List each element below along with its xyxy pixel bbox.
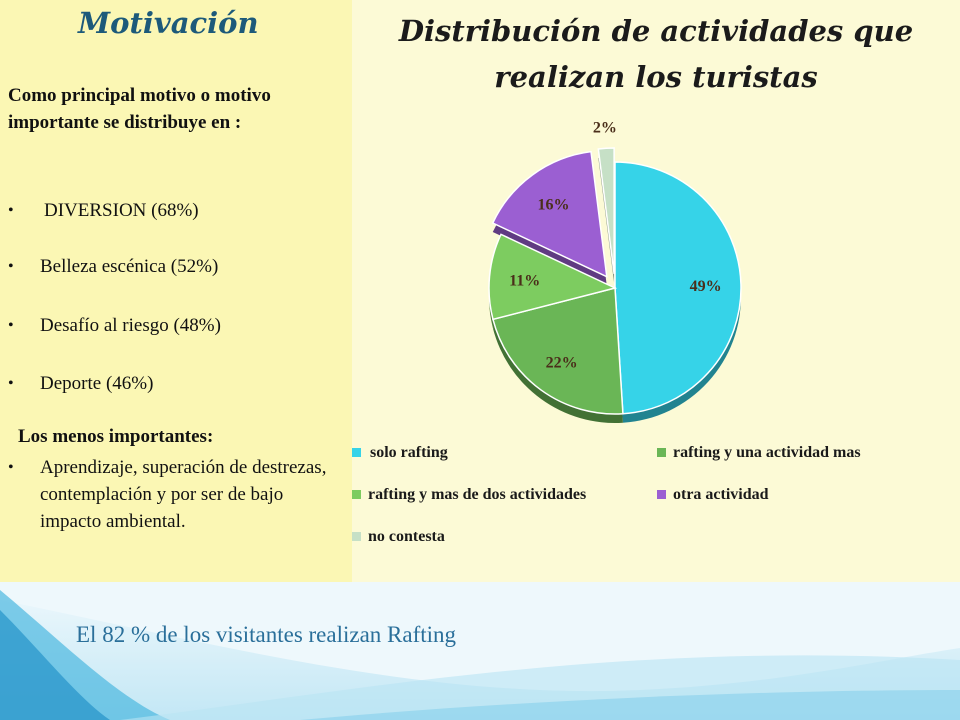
pie-slice xyxy=(597,147,615,275)
bullet-dot-icon: • xyxy=(8,258,14,275)
bullet-item: • Deporte (46%) xyxy=(8,370,153,397)
legend-label: no contesta xyxy=(368,528,445,545)
pie-slice xyxy=(488,233,618,321)
bullet-dot-icon: • xyxy=(8,459,14,476)
legend-label: solo rafting xyxy=(370,444,448,461)
bullet-text: Deporte (46%) xyxy=(40,373,154,394)
legend-label: otra actividad xyxy=(673,486,769,503)
pie-slice xyxy=(492,287,624,415)
bullet-text: Desafío al riesgo (48%) xyxy=(40,315,221,336)
pie-data-label: 16% xyxy=(537,196,569,213)
pie-data-label: 11% xyxy=(509,272,540,289)
footer-caption: El 82 % de los visitantes realizan Rafti… xyxy=(76,622,457,647)
bullet-dot-icon: • xyxy=(8,317,14,334)
bullet-dot-icon: • xyxy=(8,375,14,392)
bullet-item: • DIVERSION (68%) xyxy=(8,197,199,224)
legend-swatch xyxy=(352,490,361,499)
bullet-item: • Aprendizaje, superación de destrezas, c… xyxy=(8,454,338,535)
intro-text: Como principal motivo o motivo important… xyxy=(8,85,271,133)
bullet-item: • Desafío al riesgo (48%) xyxy=(8,312,221,339)
legend-swatch xyxy=(657,490,666,499)
motivation-title: Motivación xyxy=(78,6,259,40)
legend-swatch xyxy=(352,532,361,541)
bullet-dot-icon: • xyxy=(8,202,14,219)
chart-title: Distribución de actividades que realizan… xyxy=(398,14,914,94)
pie-data-label: 22% xyxy=(546,354,578,371)
legend-label: rafting y mas de dos actividades xyxy=(368,486,586,503)
pie-slice xyxy=(614,161,742,415)
left-text-panel xyxy=(0,0,352,582)
pie-slice xyxy=(491,150,608,278)
bullet-item: • Belleza escénica (52%) xyxy=(8,253,218,280)
less-important-heading: Los menos importantes: xyxy=(18,426,214,447)
legend-swatch xyxy=(352,448,361,457)
pie-chart: 49% 22% 11% 16% 2% solo rafting rafting y una … xyxy=(352,119,861,545)
legend-label: rafting y una actividad mas xyxy=(673,444,861,461)
bullet-text: DIVERSION (68%) xyxy=(44,200,199,221)
bullet-text: Belleza escénica (52%) xyxy=(40,256,219,277)
pie-data-label: 49% xyxy=(690,278,722,295)
pie-data-label: 2% xyxy=(593,119,617,136)
bullet-text: Aprendizaje, superación de destrezas, co… xyxy=(40,457,327,532)
legend-swatch xyxy=(657,448,666,457)
